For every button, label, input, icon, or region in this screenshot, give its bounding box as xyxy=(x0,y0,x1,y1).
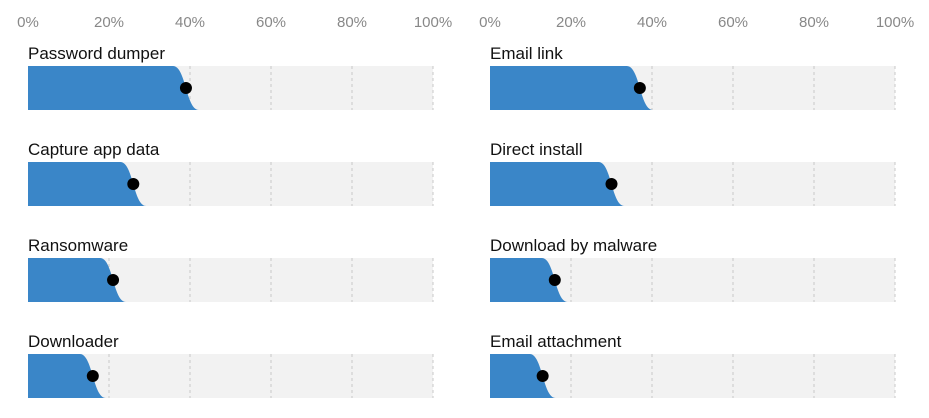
x-tick-label: 20% xyxy=(94,14,124,31)
bar-fill xyxy=(28,258,127,302)
category-label: Capture app data xyxy=(28,140,160,159)
value-marker xyxy=(127,178,140,190)
x-tick-label: 100% xyxy=(414,14,452,31)
bar-fill xyxy=(28,66,199,110)
value-marker xyxy=(605,178,618,190)
bar-fill xyxy=(490,354,556,398)
bar-row: Email link xyxy=(490,44,896,110)
x-tick-label: 0% xyxy=(479,14,501,31)
x-tick-label: 80% xyxy=(337,14,367,31)
value-marker xyxy=(86,370,99,382)
x-tick-label: 100% xyxy=(876,14,914,31)
bar-row: Ransomware xyxy=(28,236,434,302)
x-tick-label: 20% xyxy=(556,14,586,31)
bar-fill xyxy=(490,66,653,110)
category-label: Downloader xyxy=(28,332,119,351)
value-marker xyxy=(107,274,120,286)
bar-fill xyxy=(490,258,568,302)
value-marker xyxy=(548,274,561,286)
chart-panel-2: 0% 20% 40% 60% 80% 100% Email link Direct insta… xyxy=(479,14,914,398)
bar-row: Email attachment xyxy=(490,332,896,398)
category-label: Email attachment xyxy=(490,332,622,351)
x-tick-label: 60% xyxy=(718,14,748,31)
bar-row: Capture app data xyxy=(28,140,434,206)
category-label: Direct install xyxy=(490,140,583,159)
category-label: Ransomware xyxy=(28,236,128,255)
x-tick-label: 60% xyxy=(256,14,286,31)
bar-row: Download by malware xyxy=(490,236,896,302)
category-label: Download by malware xyxy=(490,236,657,255)
bar-row: Downloader xyxy=(28,332,434,398)
bar-fill xyxy=(490,162,625,206)
bar-fill xyxy=(28,354,106,398)
value-marker xyxy=(536,370,549,382)
x-tick-label: 40% xyxy=(175,14,205,31)
x-tick-label: 80% xyxy=(799,14,829,31)
bar-row: Direct install xyxy=(490,140,896,206)
x-tick-label: 40% xyxy=(637,14,667,31)
bar-row: Password dumper xyxy=(28,44,434,110)
x-tick-label: 0% xyxy=(17,14,39,31)
chart-panel-1: 0% 20% 40% 60% 80% 100% Password dumper Capture… xyxy=(17,14,452,398)
value-marker xyxy=(179,82,192,94)
category-label: Password dumper xyxy=(28,44,165,63)
category-label: Email link xyxy=(490,44,563,63)
bar-fill xyxy=(28,162,147,206)
value-marker xyxy=(633,82,646,94)
bar-track xyxy=(490,354,895,398)
